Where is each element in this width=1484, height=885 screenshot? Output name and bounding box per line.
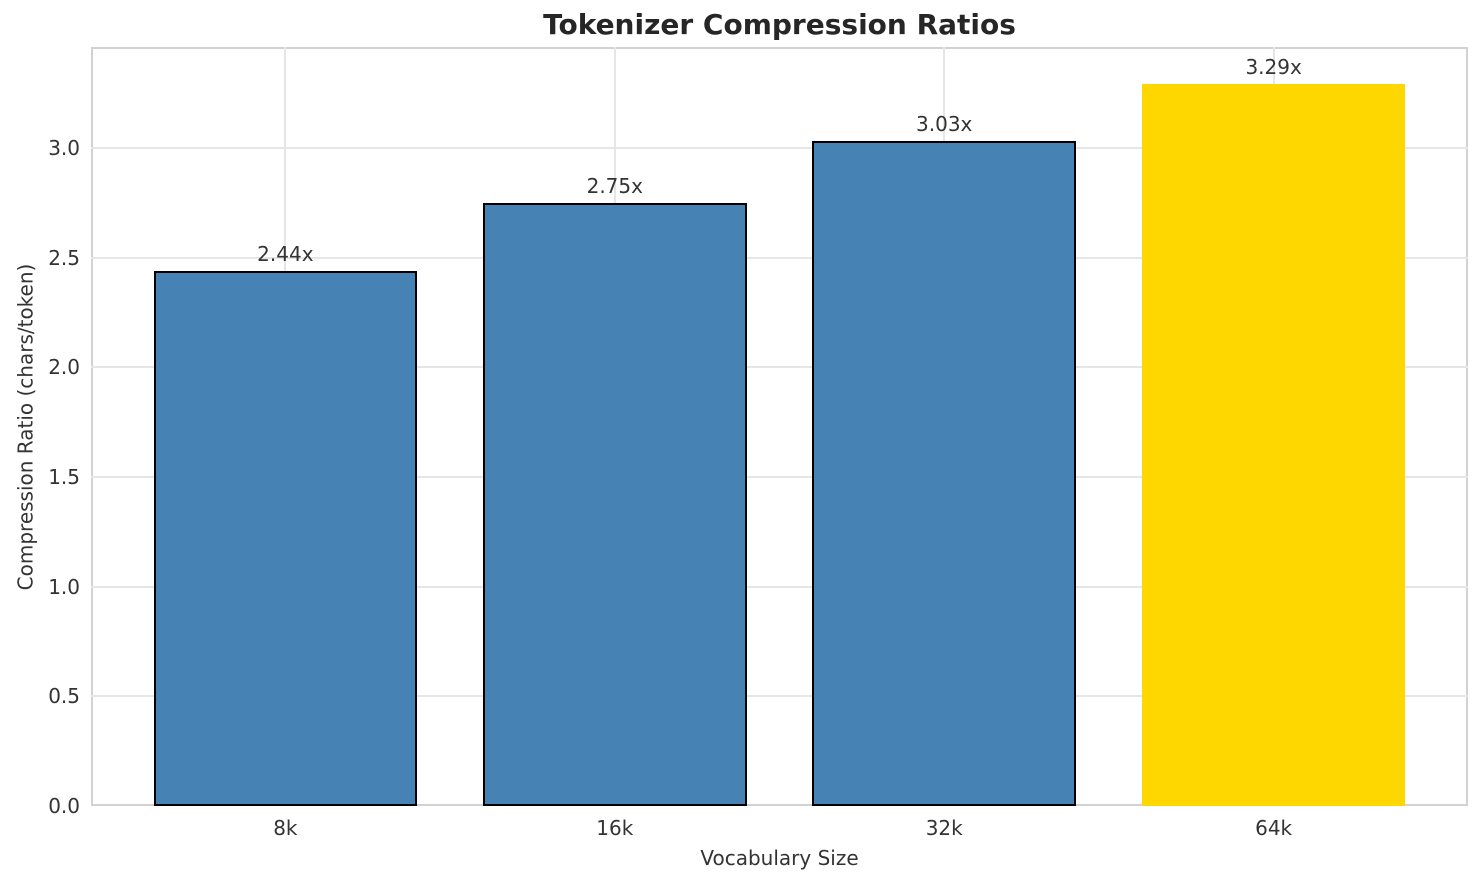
y-tick-label: 0.5	[48, 684, 80, 709]
bar-value-label: 2.44x	[257, 241, 314, 266]
plot-frame	[91, 47, 1468, 806]
bar-64k	[1141, 84, 1406, 806]
bar-value-label: 3.29x	[1245, 55, 1302, 80]
gridline-horizontal	[91, 256, 1468, 259]
x-axis-label: Vocabulary Size	[700, 846, 859, 870]
bar-value-label: 3.03x	[916, 112, 973, 137]
plot-area: 2.44x 2.75x 3.03x 3.29x	[91, 47, 1468, 806]
gridline-horizontal	[91, 475, 1468, 478]
y-tick-label: 2.5	[48, 245, 80, 270]
gridline-horizontal	[91, 695, 1468, 698]
bar-16k	[483, 202, 747, 806]
x-tick-label: 64k	[1255, 816, 1293, 840]
x-tick-label: 32k	[925, 816, 963, 840]
x-tick-label: 16k	[596, 816, 634, 840]
y-tick-label: 2.0	[48, 355, 80, 380]
x-tick-label: 8k	[273, 816, 298, 840]
chart-title: Tokenizer Compression Ratios	[543, 8, 1016, 41]
y-axis-label: Compression Ratio (chars/token)	[13, 263, 37, 590]
y-tick-label: 1.5	[48, 464, 80, 489]
bar-value-label: 2.75x	[586, 173, 643, 198]
y-tick-label: 0.0	[48, 794, 80, 818]
y-tick-label: 3.0	[48, 135, 80, 160]
y-tick-label: 1.0	[48, 574, 80, 599]
bar-8k	[153, 270, 418, 806]
gridline-horizontal	[91, 585, 1468, 588]
bar-32k	[812, 141, 1076, 806]
gridline-horizontal	[91, 146, 1468, 149]
y-axis-label-wrap: Compression Ratio (chars/token)	[4, 47, 46, 806]
gridline-horizontal	[91, 366, 1468, 369]
